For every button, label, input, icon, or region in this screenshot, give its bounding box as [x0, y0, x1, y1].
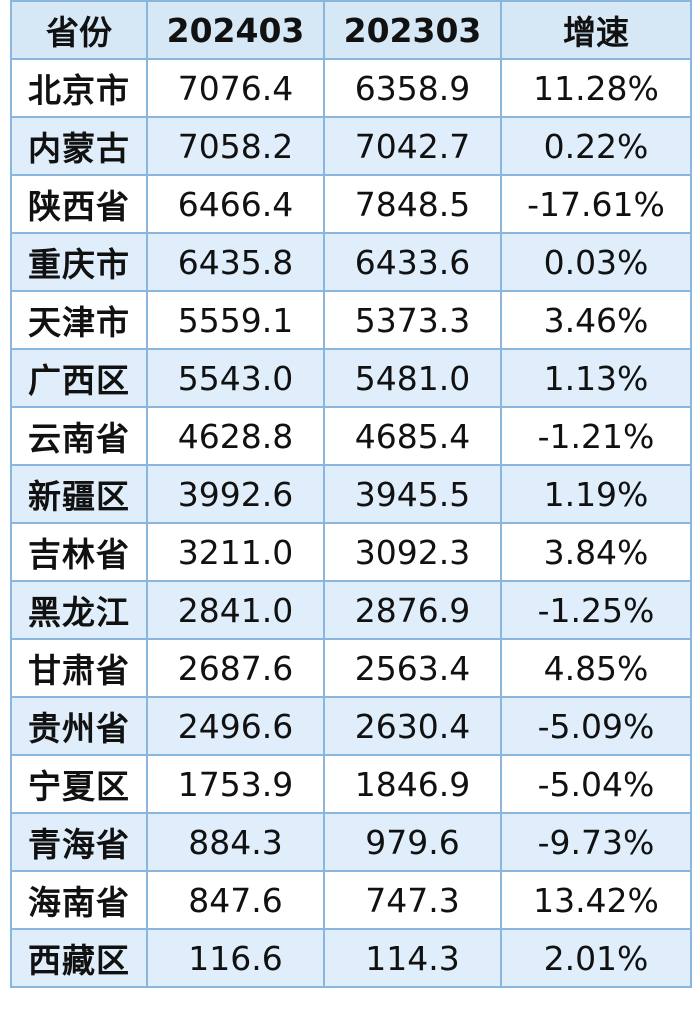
province-cell: 云南省: [10, 406, 148, 466]
value-202403-cell: 2496.6: [146, 696, 325, 756]
province-cell: 广西区: [10, 348, 148, 408]
growth-cell: -5.09%: [500, 696, 692, 756]
growth-cell: 1.19%: [500, 464, 692, 524]
value-202303-cell: 2630.4: [323, 696, 502, 756]
province-cell: 新疆区: [10, 464, 148, 524]
value-202403-cell: 2841.0: [146, 580, 325, 640]
value-202403-cell: 2687.6: [146, 638, 325, 698]
header-202303: 202303: [323, 0, 502, 60]
growth-cell: 4.85%: [500, 638, 692, 698]
table-row: 陕西省 6466.4 7848.5 -17.61%: [10, 174, 692, 234]
province-cell: 北京市: [10, 58, 148, 118]
value-202403-cell: 6466.4: [146, 174, 325, 234]
value-202303-cell: 5373.3: [323, 290, 502, 350]
growth-cell: 0.03%: [500, 232, 692, 292]
growth-cell: 2.01%: [500, 928, 692, 988]
province-cell: 陕西省: [10, 174, 148, 234]
value-202303-cell: 747.3: [323, 870, 502, 930]
province-cell: 黑龙江: [10, 580, 148, 640]
value-202403-cell: 3992.6: [146, 464, 325, 524]
value-202403-cell: 4628.8: [146, 406, 325, 466]
table-row: 云南省 4628.8 4685.4 -1.21%: [10, 406, 692, 466]
growth-cell: 3.84%: [500, 522, 692, 582]
header-growth: 增速: [500, 0, 692, 60]
province-cell: 贵州省: [10, 696, 148, 756]
value-202403-cell: 884.3: [146, 812, 325, 872]
value-202303-cell: 979.6: [323, 812, 502, 872]
value-202403-cell: 3211.0: [146, 522, 325, 582]
header-row: 省份 202403 202303 增速: [10, 0, 692, 60]
value-202403-cell: 847.6: [146, 870, 325, 930]
province-cell: 青海省: [10, 812, 148, 872]
growth-cell: -1.25%: [500, 580, 692, 640]
table-row: 西藏区 116.6 114.3 2.01%: [10, 928, 692, 988]
value-202403-cell: 5543.0: [146, 348, 325, 408]
table-body: 北京市 7076.4 6358.9 11.28% 内蒙古 7058.2 7042.7 0.22…: [10, 58, 692, 988]
value-202303-cell: 4685.4: [323, 406, 502, 466]
value-202303-cell: 3092.3: [323, 522, 502, 582]
growth-cell: -5.04%: [500, 754, 692, 814]
table-row: 海南省 847.6 747.3 13.42%: [10, 870, 692, 930]
province-cell: 海南省: [10, 870, 148, 930]
table-row: 吉林省 3211.0 3092.3 3.84%: [10, 522, 692, 582]
growth-cell: -9.73%: [500, 812, 692, 872]
header-202403: 202403: [146, 0, 325, 60]
header-province: 省份: [10, 0, 148, 60]
data-table: 省份 202403 202303 增速 北京市 7076.4 6358.9 11.28…: [10, 0, 692, 988]
province-cell: 天津市: [10, 290, 148, 350]
province-cell: 内蒙古: [10, 116, 148, 176]
value-202303-cell: 2876.9: [323, 580, 502, 640]
value-202303-cell: 5481.0: [323, 348, 502, 408]
table-row: 青海省 884.3 979.6 -9.73%: [10, 812, 692, 872]
growth-cell: 13.42%: [500, 870, 692, 930]
table-row: 贵州省 2496.6 2630.4 -5.09%: [10, 696, 692, 756]
table-row: 重庆市 6435.8 6433.6 0.03%: [10, 232, 692, 292]
growth-cell: 3.46%: [500, 290, 692, 350]
province-cell: 重庆市: [10, 232, 148, 292]
table-row: 天津市 5559.1 5373.3 3.46%: [10, 290, 692, 350]
table-row: 广西区 5543.0 5481.0 1.13%: [10, 348, 692, 408]
growth-cell: 1.13%: [500, 348, 692, 408]
growth-cell: -17.61%: [500, 174, 692, 234]
growth-cell: 0.22%: [500, 116, 692, 176]
value-202403-cell: 5559.1: [146, 290, 325, 350]
table-row: 甘肃省 2687.6 2563.4 4.85%: [10, 638, 692, 698]
growth-cell: -1.21%: [500, 406, 692, 466]
table-row: 北京市 7076.4 6358.9 11.28%: [10, 58, 692, 118]
value-202403-cell: 6435.8: [146, 232, 325, 292]
value-202303-cell: 6358.9: [323, 58, 502, 118]
province-cell: 西藏区: [10, 928, 148, 988]
value-202303-cell: 3945.5: [323, 464, 502, 524]
province-cell: 宁夏区: [10, 754, 148, 814]
value-202403-cell: 7076.4: [146, 58, 325, 118]
table-row: 内蒙古 7058.2 7042.7 0.22%: [10, 116, 692, 176]
growth-cell: 11.28%: [500, 58, 692, 118]
value-202303-cell: 6433.6: [323, 232, 502, 292]
table-row: 宁夏区 1753.9 1846.9 -5.04%: [10, 754, 692, 814]
value-202303-cell: 2563.4: [323, 638, 502, 698]
value-202303-cell: 1846.9: [323, 754, 502, 814]
province-cell: 吉林省: [10, 522, 148, 582]
value-202403-cell: 1753.9: [146, 754, 325, 814]
table-row: 黑龙江 2841.0 2876.9 -1.25%: [10, 580, 692, 640]
value-202403-cell: 7058.2: [146, 116, 325, 176]
value-202303-cell: 7042.7: [323, 116, 502, 176]
table-row: 新疆区 3992.6 3945.5 1.19%: [10, 464, 692, 524]
province-cell: 甘肃省: [10, 638, 148, 698]
value-202303-cell: 114.3: [323, 928, 502, 988]
value-202403-cell: 116.6: [146, 928, 325, 988]
value-202303-cell: 7848.5: [323, 174, 502, 234]
